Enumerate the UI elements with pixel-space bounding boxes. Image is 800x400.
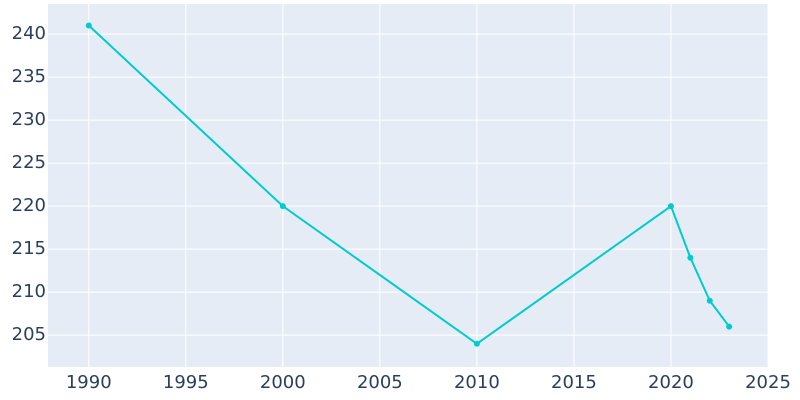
x-tick-label: 2025 <box>745 372 791 393</box>
marker <box>473 340 480 347</box>
marker <box>85 22 92 29</box>
plot-area <box>48 4 768 367</box>
marker <box>726 323 733 330</box>
x-tick-label: 2015 <box>551 372 597 393</box>
x-tick-label: 2005 <box>357 372 403 393</box>
y-tick-label: 240 <box>12 23 46 44</box>
marker <box>687 254 694 261</box>
y-tick-label: 205 <box>12 324 46 345</box>
marker <box>667 203 674 210</box>
y-tick-label: 230 <box>12 109 46 130</box>
y-tick-label: 225 <box>12 152 46 173</box>
y-tick-label: 210 <box>12 281 46 302</box>
marker <box>706 297 713 304</box>
x-tick-label: 2000 <box>260 372 306 393</box>
x-tick-label: 1995 <box>163 372 209 393</box>
x-tick-label: 1990 <box>66 372 112 393</box>
y-tick-label: 215 <box>12 238 46 259</box>
x-tick-label: 2010 <box>454 372 500 393</box>
y-tick-label: 220 <box>12 195 46 216</box>
marker <box>279 203 286 210</box>
x-tick-label: 2020 <box>648 372 694 393</box>
y-tick-label: 235 <box>12 66 46 87</box>
